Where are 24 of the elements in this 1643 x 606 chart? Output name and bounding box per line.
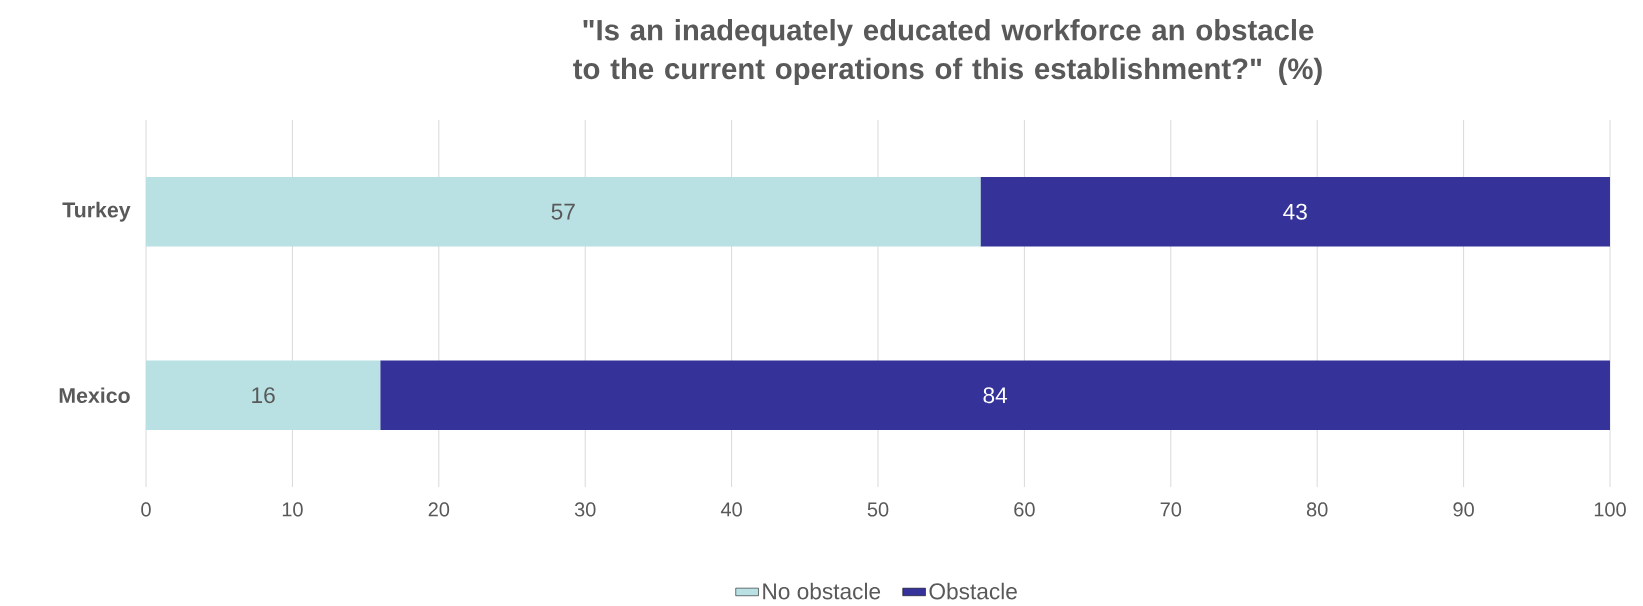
chart-title: "Is an inadequately educated workforce an obstacle to the current operations of this establishment?" (%) xyxy=(573,18,1322,85)
x-tick-label: 50 xyxy=(867,502,889,517)
data-label: 16 xyxy=(252,387,275,404)
x-tick-label: 30 xyxy=(574,502,596,517)
bar xyxy=(146,360,381,431)
legend-label: No obstacle xyxy=(763,582,881,600)
data-label: 57 xyxy=(551,203,575,220)
x-tick-label: 0 xyxy=(141,502,151,517)
bar xyxy=(980,176,1610,247)
y-tick-label: Mexico xyxy=(59,387,130,404)
x-tick-label: 60 xyxy=(1014,502,1035,517)
x-tick-label: 20 xyxy=(428,502,450,517)
x-tick-label: 100 xyxy=(1594,502,1626,517)
x-tick-label: 90 xyxy=(1453,502,1474,517)
x-tick-label: 80 xyxy=(1306,502,1328,517)
data-label: 84 xyxy=(983,387,1008,404)
data-label: 43 xyxy=(1283,203,1307,220)
x-tick-label: 40 xyxy=(720,502,742,517)
x-tick-label: 10 xyxy=(282,502,303,517)
y-tick-label: Turkey xyxy=(62,201,131,222)
bar xyxy=(146,176,981,247)
legend-label: Obstacle xyxy=(929,582,1017,600)
bar xyxy=(380,360,1610,431)
x-tick-label: 70 xyxy=(1160,502,1182,517)
